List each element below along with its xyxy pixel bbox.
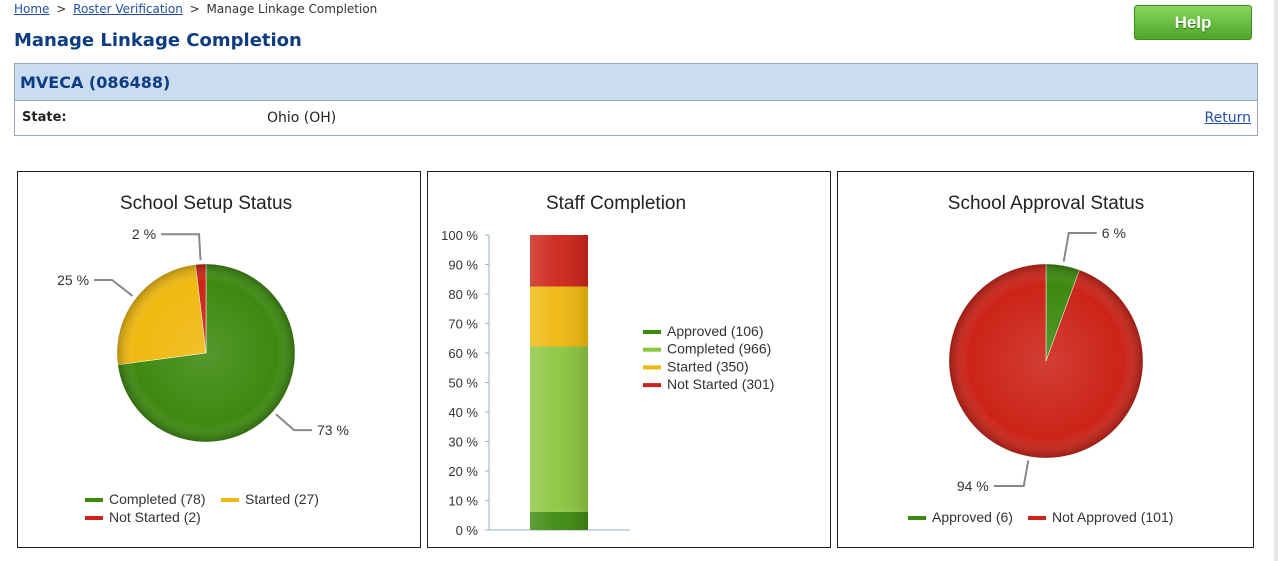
pie-label-leader [1062, 232, 1097, 262]
pie-percent-label: 6 % [1102, 225, 1126, 241]
legend-swatch-not-approved [1028, 516, 1046, 520]
chart-title: Staff Completion [546, 193, 686, 214]
y-tick-label: 60 % [448, 346, 478, 361]
page-title: Manage Linkage Completion [14, 30, 302, 51]
breadcrumb-home-link[interactable]: Home [14, 2, 50, 16]
legend-label-not-started: Not Started (301) [667, 376, 774, 392]
y-tick-label: 40 % [448, 405, 478, 420]
bar-segment-started [530, 286, 588, 347]
state-value: Ohio (OH) [267, 110, 337, 126]
pie-percent-label: 2 % [132, 226, 156, 242]
legend-label-started: Started (27) [245, 491, 319, 507]
legend-swatch-started [221, 498, 239, 502]
pie-percent-label: 94 % [957, 478, 989, 494]
breadcrumb-separator: > [189, 2, 200, 16]
bar-segment-not-started [530, 235, 588, 287]
legend-label-not-approved: Not Approved (101) [1052, 509, 1173, 525]
legend-label-approved: Approved (106) [667, 323, 764, 339]
chart-title: School Setup Status [120, 193, 292, 214]
breadcrumb-separator: > [56, 2, 67, 16]
y-tick-label: 20 % [448, 464, 478, 479]
bar-segment-completed [530, 346, 588, 512]
legend-label-completed: Completed (78) [109, 491, 206, 507]
breadcrumb-roster-link[interactable]: Roster Verification [73, 2, 183, 16]
legend-label-started: Started (350) [667, 358, 749, 374]
pie-label-leader [161, 233, 202, 261]
legend-swatch-approved [643, 330, 661, 334]
entity-name: MVECA (086488) [15, 64, 1257, 101]
legend-label-completed: Completed (966) [667, 341, 771, 357]
y-tick-label: 50 % [448, 376, 478, 391]
pie-label-leader [275, 413, 313, 432]
y-tick-label: 100 % [441, 228, 478, 243]
pie-slice-not-approved [948, 263, 1144, 459]
pie-label-leader [94, 278, 134, 297]
legend-swatch-completed [643, 347, 661, 352]
bar-segment-approved [530, 511, 588, 530]
staff-completion-chart-panel: Staff Completion 0 % 10 % 20 % 30 % 40 % 50 %… [427, 171, 831, 548]
y-tick-label: 30 % [448, 435, 478, 450]
legend-swatch-completed [85, 498, 103, 502]
breadcrumb-current: Manage Linkage Completion [206, 2, 378, 16]
return-link[interactable]: Return [1204, 110, 1251, 126]
school-setup-pie-chart: School Setup Status 73 % 25 % 2 % Complete… [57, 193, 349, 525]
state-row: State: Ohio (OH) Return [15, 101, 1257, 135]
entity-info-box: MVECA (086488) State: Ohio (OH) Return [14, 63, 1258, 136]
y-tick-label: 70 % [448, 317, 478, 332]
pie-percent-label: 25 % [57, 272, 89, 288]
breadcrumb: Home > Roster Verification > Manage Link… [14, 2, 377, 16]
staff-completion-bar-chart: Staff Completion 0 % 10 % 20 % 30 % 40 % 50 %… [441, 193, 774, 538]
help-button[interactable]: Help [1134, 5, 1252, 40]
y-tick-label: 90 % [448, 258, 478, 273]
legend-swatch-not-started [85, 516, 103, 520]
legend-swatch-not-started [643, 383, 661, 388]
y-tick-label: 0 % [456, 523, 479, 538]
page-scrollbar[interactable] [1274, 0, 1278, 561]
chart-title: School Approval Status [948, 193, 1144, 214]
y-tick-label: 10 % [448, 494, 478, 509]
school-approval-chart-panel: School Approval Status 6 % 94 % Approved … [837, 171, 1254, 548]
legend-label-approved: Approved (6) [932, 509, 1013, 525]
legend-swatch-started [643, 365, 661, 370]
pie-slice-started [116, 264, 207, 366]
school-approval-pie-chart: School Approval Status 6 % 94 % Approved … [908, 193, 1173, 525]
pie-percent-label: 73 % [317, 422, 349, 438]
pie-label-leader [993, 460, 1030, 488]
state-label: State: [22, 110, 67, 125]
legend-label-not-started: Not Started (2) [109, 509, 201, 525]
legend-swatch-approved [908, 516, 926, 520]
school-setup-chart-panel: School Setup Status 73 % 25 % 2 % Complete… [17, 171, 421, 548]
y-tick-label: 80 % [448, 287, 478, 302]
